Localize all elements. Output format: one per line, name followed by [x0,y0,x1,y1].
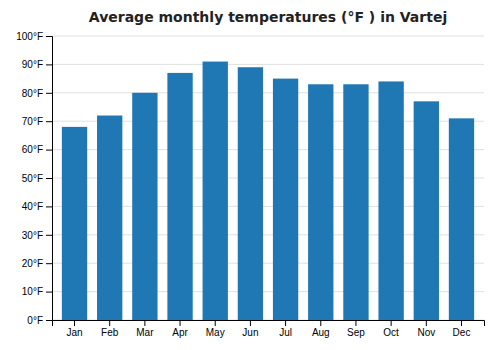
y-tick: 100°F [16,31,52,42]
tick-label: May [206,327,225,338]
tick-mark [46,121,52,122]
tick-label: 0°F [27,315,43,326]
bar [97,116,122,320]
y-tick: 0°F [27,315,52,326]
tick-mark [74,320,75,326]
chart: 0°F 10°F 20°F 30°F 40°F 50°F 60°F 70°F 80°F 90°F 1… [0,0,500,350]
bar [132,93,157,320]
y-tick: 20°F [22,258,52,269]
x-tick: Nov [417,320,435,338]
tick-label: 60°F [22,144,43,155]
y-tick: 50°F [22,173,52,184]
y-axis: 0°F 10°F 20°F 30°F 40°F 50°F 60°F 70°F 80°F 90°F 1… [16,31,52,326]
bar [273,79,298,320]
tick-mark [320,320,321,326]
bar [238,67,263,320]
x-axis: Jan Feb Mar Apr May Jun Jul Aug Sep Oct Nov Dec [53,320,485,338]
tick-mark [46,178,52,179]
tick-label: Jun [242,327,258,338]
title: Average monthly temperatures (°F ) in Va… [89,9,447,25]
bar [449,118,474,320]
tick-mark [461,320,462,326]
bar [378,81,403,320]
x-tick: Dec [453,320,471,338]
tick-mark [46,93,52,94]
tick-label: 90°F [22,59,43,70]
tick-mark [46,64,52,65]
tick-mark [46,292,52,293]
tick-mark [285,320,286,326]
tick-mark [215,320,216,326]
bar [167,73,192,320]
tick-label: Nov [417,327,435,338]
tick-label: Apr [172,327,188,338]
tick-label: Aug [312,327,330,338]
bar [343,84,368,320]
bar [62,127,87,320]
bars [62,62,474,320]
x-tick: Apr [172,320,188,338]
y-tick: 10°F [22,286,52,297]
bar [203,62,228,320]
tick-label: Feb [101,327,119,338]
tick-mark [426,320,427,326]
x-tick: May [206,320,225,338]
x-tick: Jan [66,320,82,338]
tick-mark [46,36,52,37]
bar [308,84,333,320]
x-tick: Jul [279,320,292,338]
tick-label: 100°F [16,31,43,42]
plot: 0°F 10°F 20°F 30°F 40°F 50°F 60°F 70°F 80°F 90°F 1… [16,31,484,338]
x-tick: Feb [101,320,119,338]
tick-label: Dec [453,327,471,338]
grid-line [52,64,484,65]
y-tick: 30°F [22,230,52,241]
x-tick: Mar [136,320,154,338]
tick-mark [391,320,392,326]
tick-label: 80°F [22,88,43,99]
tick-label: 50°F [22,173,43,184]
tick-label: 30°F [22,230,43,241]
grid [52,36,484,320]
x-tick: Oct [383,320,399,338]
y-tick: 60°F [22,144,52,155]
tick-label: Jul [279,327,292,338]
y-tick: 70°F [22,116,52,127]
tick-mark [46,320,52,321]
tick-label: 20°F [22,258,43,269]
y-tick: 40°F [22,201,52,212]
tick-mark [144,320,145,326]
tick-label: Sep [347,327,365,338]
tick-label: Oct [383,327,399,338]
grid-line [52,36,484,37]
tick-mark [109,320,110,326]
tick-label: 10°F [22,286,43,297]
bar [414,101,439,320]
tick-label: 40°F [22,201,43,212]
tick-mark [46,263,52,264]
axis-line [53,321,485,327]
axis-line [46,37,53,321]
tick-label: Mar [136,327,154,338]
grid-line [52,92,484,93]
y-tick: 90°F [22,59,52,70]
x-tick: Aug [312,320,330,338]
x-tick: Jun [242,320,258,338]
tick-mark [46,206,52,207]
tick-label: Jan [66,327,82,338]
x-tick: Sep [347,320,365,338]
y-tick: 80°F [22,88,52,99]
tick-mark [46,235,52,236]
tick-mark [355,320,356,326]
tick-mark [250,320,251,326]
tick-mark [180,320,181,326]
tick-label: 70°F [22,116,43,127]
tick-mark [46,150,52,151]
